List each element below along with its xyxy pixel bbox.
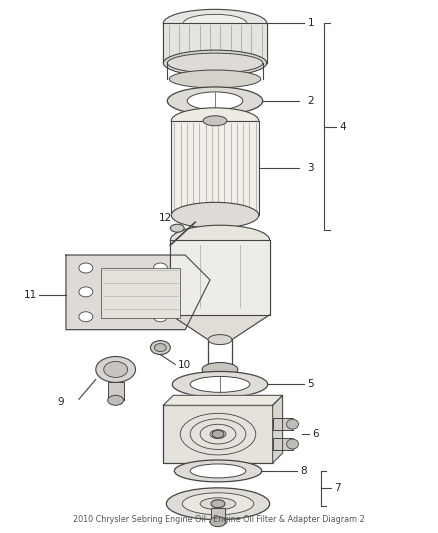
Ellipse shape	[201, 227, 229, 237]
Ellipse shape	[153, 312, 167, 322]
Ellipse shape	[190, 464, 246, 478]
Ellipse shape	[163, 10, 267, 37]
Ellipse shape	[150, 341, 170, 354]
Text: 2010 Chrysler Sebring Engine Oil , Engine Oil Filter & Adapter Diagram 2: 2010 Chrysler Sebring Engine Oil , Engin…	[73, 515, 365, 523]
Polygon shape	[273, 395, 283, 463]
Ellipse shape	[155, 344, 166, 352]
Ellipse shape	[153, 263, 167, 273]
Text: 10: 10	[178, 360, 191, 370]
Bar	[170, 240, 270, 315]
Ellipse shape	[187, 92, 243, 110]
Polygon shape	[163, 395, 283, 405]
Ellipse shape	[174, 460, 262, 482]
Ellipse shape	[166, 488, 270, 520]
Text: 1: 1	[307, 18, 314, 28]
Text: 12: 12	[159, 213, 172, 223]
Text: 7: 7	[334, 483, 341, 493]
Ellipse shape	[171, 108, 259, 134]
Ellipse shape	[200, 498, 236, 510]
Bar	[163, 23, 267, 63]
Text: 8: 8	[300, 466, 307, 476]
Ellipse shape	[163, 50, 267, 76]
Bar	[108, 382, 124, 400]
Bar	[163, 405, 273, 463]
Ellipse shape	[208, 335, 232, 345]
Text: 9: 9	[58, 397, 64, 407]
Ellipse shape	[286, 439, 298, 449]
Ellipse shape	[203, 116, 227, 126]
Ellipse shape	[170, 70, 261, 88]
Bar	[171, 121, 259, 215]
Ellipse shape	[211, 500, 225, 508]
Ellipse shape	[79, 312, 93, 322]
Bar	[273, 418, 293, 430]
Ellipse shape	[170, 224, 184, 232]
Ellipse shape	[96, 357, 135, 382]
Text: 2: 2	[307, 96, 314, 106]
Text: 5: 5	[307, 379, 314, 390]
Ellipse shape	[172, 372, 268, 397]
Ellipse shape	[210, 516, 226, 527]
Ellipse shape	[108, 395, 124, 405]
Ellipse shape	[170, 225, 270, 255]
Ellipse shape	[167, 87, 263, 115]
Bar	[211, 508, 225, 522]
Ellipse shape	[79, 287, 93, 297]
Ellipse shape	[167, 53, 263, 73]
Ellipse shape	[202, 362, 238, 376]
Ellipse shape	[79, 263, 93, 273]
Ellipse shape	[171, 203, 259, 228]
Bar	[101, 268, 180, 318]
Ellipse shape	[183, 14, 247, 32]
Ellipse shape	[104, 361, 127, 377]
Bar	[273, 438, 293, 450]
Text: 11: 11	[24, 290, 37, 300]
Ellipse shape	[286, 419, 298, 429]
Polygon shape	[66, 255, 210, 330]
Ellipse shape	[212, 430, 224, 438]
Text: 6: 6	[312, 429, 319, 439]
Ellipse shape	[190, 376, 250, 392]
Text: 4: 4	[339, 122, 346, 132]
Polygon shape	[170, 315, 270, 340]
Ellipse shape	[182, 493, 254, 515]
Text: 3: 3	[307, 163, 314, 173]
